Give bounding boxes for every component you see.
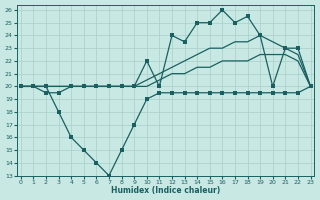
X-axis label: Humidex (Indice chaleur): Humidex (Indice chaleur)	[111, 186, 220, 195]
